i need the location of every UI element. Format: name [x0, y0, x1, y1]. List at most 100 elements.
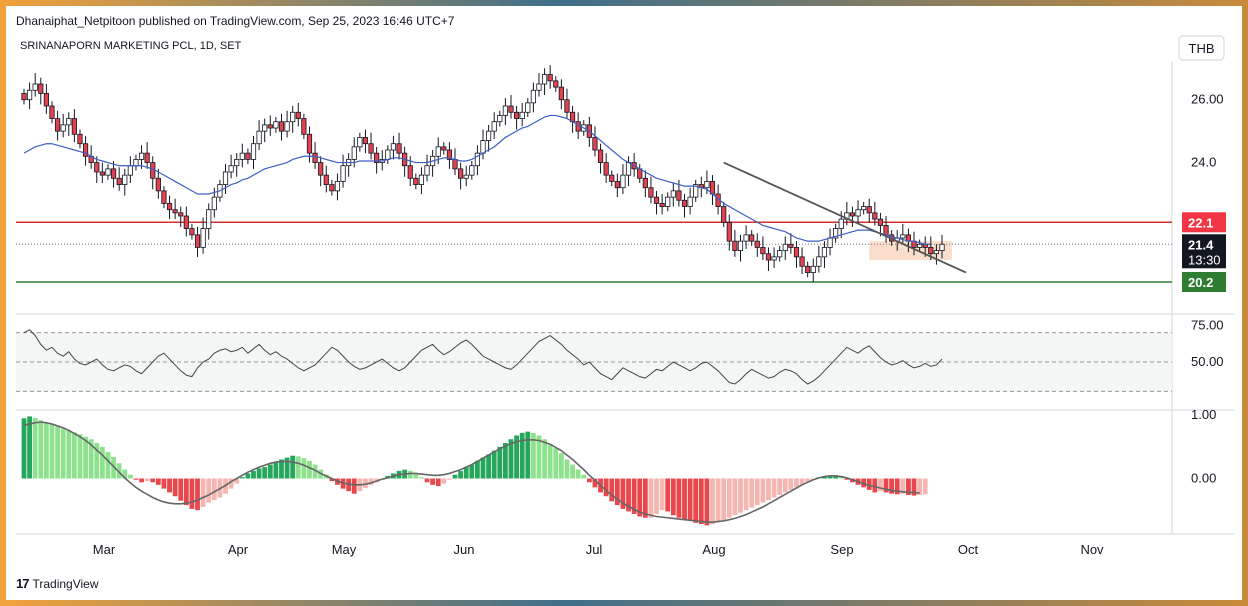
resistance-price-label: 22.1	[1188, 215, 1213, 230]
candle-body	[491, 121, 497, 132]
candle-body	[60, 124, 66, 132]
axis-tick-label: 0.00	[1191, 471, 1216, 486]
candle-body	[267, 124, 273, 129]
candle-body	[133, 159, 139, 167]
histogram-bar	[206, 478, 212, 503]
candle	[670, 183, 676, 207]
candle	[491, 112, 497, 139]
candle-body	[82, 143, 89, 157]
candle	[497, 110, 503, 127]
candle	[318, 156, 324, 187]
histogram-bar	[441, 478, 447, 484]
histogram-bar	[508, 439, 514, 479]
histogram-bar	[575, 469, 581, 479]
histogram-bar	[161, 478, 167, 489]
histogram-bar	[844, 478, 850, 480]
histogram-bar	[262, 467, 268, 479]
candle	[625, 156, 632, 187]
last-price-countdown: 13:30	[1188, 252, 1221, 267]
histogram-bar	[189, 478, 195, 509]
histogram-bar	[430, 478, 436, 485]
candle-body	[329, 184, 335, 192]
candle-body	[245, 152, 251, 160]
candle-body	[200, 228, 206, 248]
candle	[765, 247, 772, 271]
tradingview-logo[interactable]: 17 TradingView	[16, 576, 99, 591]
candle	[525, 98, 531, 117]
candle	[267, 115, 273, 136]
candle-body	[21, 93, 27, 101]
histogram-bar	[833, 475, 839, 479]
candle	[82, 135, 89, 166]
histogram-bar	[71, 432, 77, 479]
histogram-bar	[906, 478, 911, 495]
candle-body	[642, 177, 648, 189]
histogram-bar	[200, 478, 206, 507]
histogram-bar	[698, 478, 704, 525]
candle-body	[687, 196, 693, 207]
histogram-bar	[603, 478, 609, 497]
chart-canvas[interactable]: 26.00 24.0 75.00 50.00 1.00 0.00 22.1 21.413:30…	[6, 6, 1242, 600]
candle	[866, 198, 872, 223]
candle-body	[653, 196, 660, 204]
candle	[110, 161, 117, 188]
candle	[592, 126, 598, 157]
histogram-bar	[519, 432, 525, 479]
histogram-bar	[530, 432, 536, 479]
candle	[614, 173, 620, 198]
histogram-bar	[368, 478, 374, 485]
candle	[368, 132, 374, 160]
histogram-bar	[514, 435, 519, 479]
histogram-bar	[777, 478, 783, 495]
candle	[32, 73, 38, 97]
time-axis: Mar Apr May Jun Jul Aug Sep Oct Nov	[93, 542, 1104, 557]
histogram-bar	[267, 464, 273, 479]
candle-body	[334, 181, 341, 192]
candle-body	[166, 203, 173, 211]
histogram-bar	[419, 477, 424, 479]
candle	[782, 236, 788, 260]
candle	[49, 101, 55, 124]
candle	[547, 65, 553, 89]
histogram-bar	[922, 478, 928, 495]
candle	[861, 201, 867, 215]
candle-body	[849, 212, 856, 217]
candle-body	[917, 243, 923, 248]
signal-line	[23, 421, 920, 524]
candle-body	[676, 190, 682, 201]
candle	[357, 132, 363, 152]
histogram-bar	[911, 478, 917, 496]
candle-body	[26, 89, 33, 101]
histogram-bar	[133, 478, 139, 480]
candle-body	[541, 74, 548, 85]
histogram-bar	[105, 451, 111, 479]
candle-body	[777, 250, 783, 258]
candle-body	[189, 228, 195, 236]
candle-body	[760, 247, 766, 255]
histogram-bar	[799, 478, 805, 485]
candle-body	[670, 190, 676, 198]
currency-button[interactable]	[1178, 35, 1225, 61]
candle	[754, 233, 760, 257]
candle-body	[513, 111, 520, 119]
candle	[721, 201, 727, 227]
histogram-bar	[279, 459, 284, 479]
candle-body	[306, 133, 313, 154]
histogram-bar	[211, 478, 217, 501]
histogram-bar	[111, 456, 116, 479]
histogram-bar	[648, 478, 654, 518]
histogram-bar	[139, 478, 144, 483]
histogram-bar	[760, 478, 766, 503]
candle-body	[194, 234, 201, 248]
candle	[161, 186, 167, 209]
axis-tick-label: 26.00	[1191, 92, 1224, 107]
candle-body	[116, 177, 122, 185]
histogram-bar	[424, 478, 430, 483]
candle	[413, 173, 419, 190]
candle-body	[340, 165, 346, 182]
histogram-bar	[637, 478, 643, 517]
candle-body	[122, 174, 128, 185]
candle-body	[278, 121, 285, 132]
candle	[183, 206, 189, 237]
candle	[788, 233, 794, 254]
